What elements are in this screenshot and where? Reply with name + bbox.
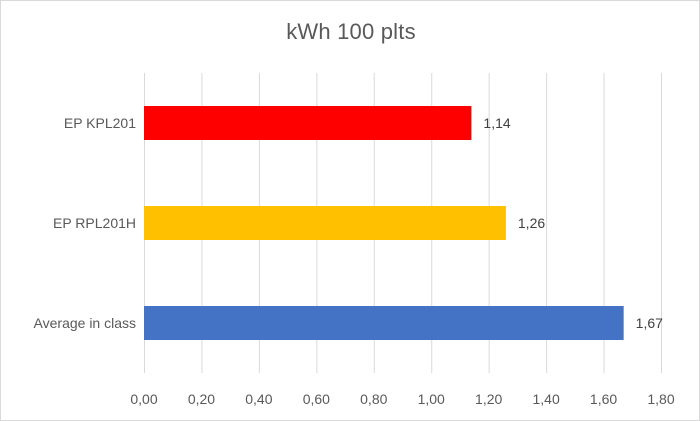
x-tick-label-5: 1,00 [418, 391, 445, 407]
x-tick-label-2: 0,40 [245, 391, 272, 407]
x-tick-label-7: 1,40 [532, 391, 559, 407]
x-tick-label-8: 1,60 [590, 391, 617, 407]
data-label-2: 1,67 [636, 315, 663, 331]
x-tick-label-4: 0,80 [360, 391, 387, 407]
category-label-1: EP RPL201H [53, 215, 136, 231]
data-label-0: 1,14 [483, 115, 510, 131]
x-tick-label-3: 0,60 [303, 391, 330, 407]
category-label-2: Average in class [34, 315, 136, 331]
x-tick-label-0: 0,00 [130, 391, 157, 407]
bar-1 [144, 206, 506, 240]
x-tick-label-6: 1,20 [475, 391, 502, 407]
x-tick-label-9: 1,80 [647, 391, 674, 407]
data-label-1: 1,26 [518, 215, 545, 231]
bar-2 [144, 306, 624, 340]
category-label-0: EP KPL201 [64, 115, 136, 131]
x-tick-label-1: 0,20 [188, 391, 215, 407]
bar-0 [144, 106, 472, 140]
chart-title: kWh 100 plts [286, 19, 416, 44]
